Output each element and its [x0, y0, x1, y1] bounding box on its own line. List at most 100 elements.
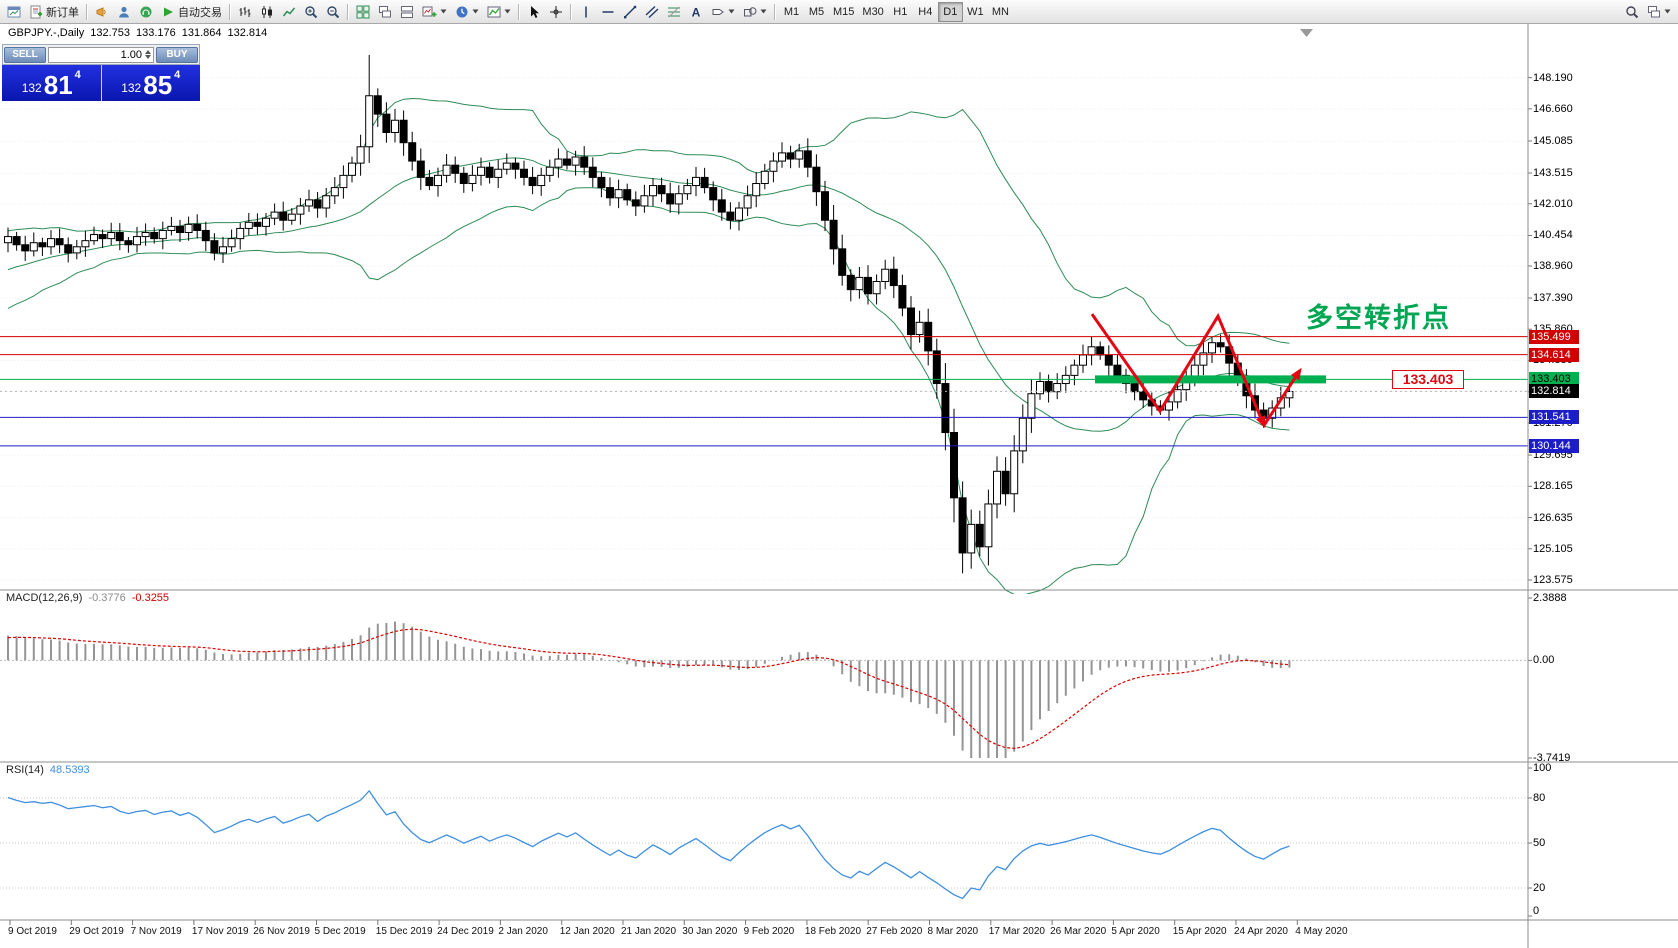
candle-body [382, 113, 391, 133]
thick-level-segment[interactable] [1095, 375, 1326, 384]
fibonacci-icon [668, 6, 680, 17]
volume-up-icon[interactable] [145, 50, 151, 54]
announcement-button[interactable] [91, 2, 113, 22]
trend-zigzag-arrow[interactable] [1262, 367, 1302, 427]
candle-body [64, 244, 73, 254]
buy-button[interactable]: BUY [156, 46, 198, 63]
timeframe-m1-button[interactable]: M1 [779, 2, 804, 22]
candle-body [201, 229, 210, 242]
fibonacci-button[interactable] [663, 2, 685, 22]
candle-body [528, 176, 537, 187]
candle-body [313, 199, 322, 209]
search-button[interactable] [1621, 2, 1643, 22]
new-order-button[interactable]: 新订单 [25, 2, 83, 22]
candlestick-chart-button[interactable] [256, 2, 278, 22]
timeframe-m30-button[interactable]: M30 [858, 2, 887, 22]
timeframe-m15-button[interactable]: M15 [829, 2, 858, 22]
line-chart-icon [282, 7, 296, 16]
candle-body [193, 223, 202, 231]
candle-body [692, 176, 700, 187]
timeframe-d1-button[interactable]: D1 [937, 1, 963, 22]
new-chart-button[interactable] [418, 2, 451, 22]
vertical-line-button[interactable] [575, 2, 597, 22]
one-click-trading-panel: SELL 1.00 BUY 132 81 4 132 85 4 [2, 44, 200, 101]
candle-body [786, 152, 795, 160]
period-selector-button[interactable] [451, 2, 483, 22]
candle-body [502, 162, 511, 170]
zoom-in-button[interactable] [300, 2, 322, 22]
timeframe-h1-button[interactable]: H1 [888, 2, 913, 22]
cascade-windows-icon [379, 5, 391, 17]
buy-price[interactable]: 132 85 4 [100, 65, 200, 101]
candle-body [1165, 401, 1173, 411]
volume-stepper [145, 50, 151, 59]
sell-price-small: 132 [21, 81, 42, 95]
timeframe-mn-button[interactable]: MN [988, 2, 1013, 22]
new-order-label: 新订单 [46, 6, 79, 19]
tile-windows-button[interactable] [352, 2, 374, 22]
timeframe-w1-button[interactable]: W1 [963, 2, 988, 22]
volume-value: 1.00 [120, 48, 142, 61]
candle-body [760, 170, 769, 185]
candle-body [606, 187, 614, 199]
sell-price[interactable]: 132 81 4 [2, 65, 101, 101]
candle-body [158, 229, 167, 240]
announcement-icon [96, 6, 106, 17]
chart-window-button[interactable] [3, 2, 25, 22]
trendline-icon [624, 5, 637, 18]
sell-button[interactable]: SELL [4, 46, 46, 63]
timeframe-m5-button[interactable]: M5 [804, 2, 829, 22]
candle-body [21, 244, 30, 252]
text-tool-button[interactable]: A [685, 2, 707, 22]
shapes-button[interactable] [739, 2, 771, 22]
candle-body [425, 176, 434, 187]
cascade-windows-button[interactable] [374, 2, 396, 22]
candle-body [597, 176, 606, 189]
candle-body [580, 156, 589, 168]
cursor-button[interactable] [523, 2, 545, 22]
volume-down-icon[interactable] [145, 55, 151, 59]
chevron-down-icon [760, 9, 767, 14]
zoom-out-button[interactable] [322, 2, 344, 22]
bar-chart-icon [239, 6, 251, 17]
zoom-out-icon [327, 5, 340, 18]
crosshair-button[interactable] [545, 2, 567, 22]
horizontal-line-icon [602, 10, 614, 13]
toolbar-separator [774, 3, 776, 20]
channel-button[interactable] [641, 2, 663, 22]
candle-body [1027, 393, 1036, 419]
chevron-down-icon [1664, 9, 1671, 14]
support-button[interactable] [135, 2, 157, 22]
indicators-button[interactable] [483, 2, 515, 22]
candle-body [623, 189, 632, 201]
line-chart-button[interactable] [278, 2, 300, 22]
volume-input[interactable]: 1.00 [48, 46, 154, 63]
candle-body [55, 238, 64, 246]
timeframe-h4-button[interactable]: H4 [913, 2, 938, 22]
label-icon [712, 8, 724, 15]
horizontal-line-button[interactable] [597, 2, 619, 22]
profile-button[interactable] [113, 2, 135, 22]
candle-body [1199, 352, 1208, 366]
candle-body [442, 164, 451, 176]
candle-body [752, 183, 761, 197]
candle-body [391, 119, 399, 133]
tile-horizontal-icon [401, 5, 413, 18]
bollinger-band [7, 97, 1290, 347]
candle-body [588, 166, 597, 178]
window-list-button[interactable] [1643, 2, 1675, 22]
chart-shift-marker[interactable] [1300, 29, 1313, 37]
autotrading-button[interactable]: 自动交易 [157, 2, 226, 22]
candle-body [1070, 364, 1079, 376]
label-tool-button[interactable] [707, 2, 739, 22]
trend-zigzag-arrow[interactable] [1090, 312, 1266, 429]
candle-body [683, 185, 692, 195]
candle-body [846, 274, 855, 291]
bar-chart-button[interactable] [234, 2, 256, 22]
candle-body [640, 195, 649, 207]
candle-body [1096, 346, 1105, 356]
candle-body [975, 523, 984, 548]
trendline-button[interactable] [619, 2, 641, 22]
tile-horizontal-button[interactable] [396, 2, 418, 22]
